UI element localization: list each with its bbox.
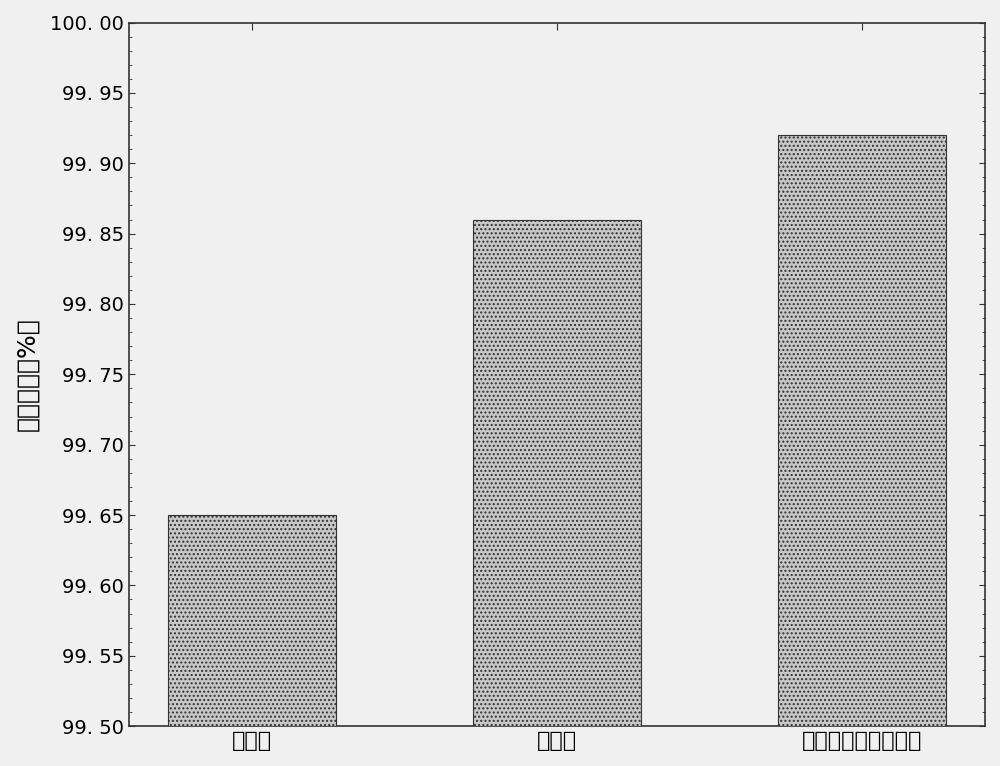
Bar: [473, 220, 641, 726]
Bar: [168, 515, 336, 726]
Bar: [778, 135, 946, 726]
Y-axis label: 除尘效率（%）: 除尘效率（%）: [15, 317, 39, 431]
